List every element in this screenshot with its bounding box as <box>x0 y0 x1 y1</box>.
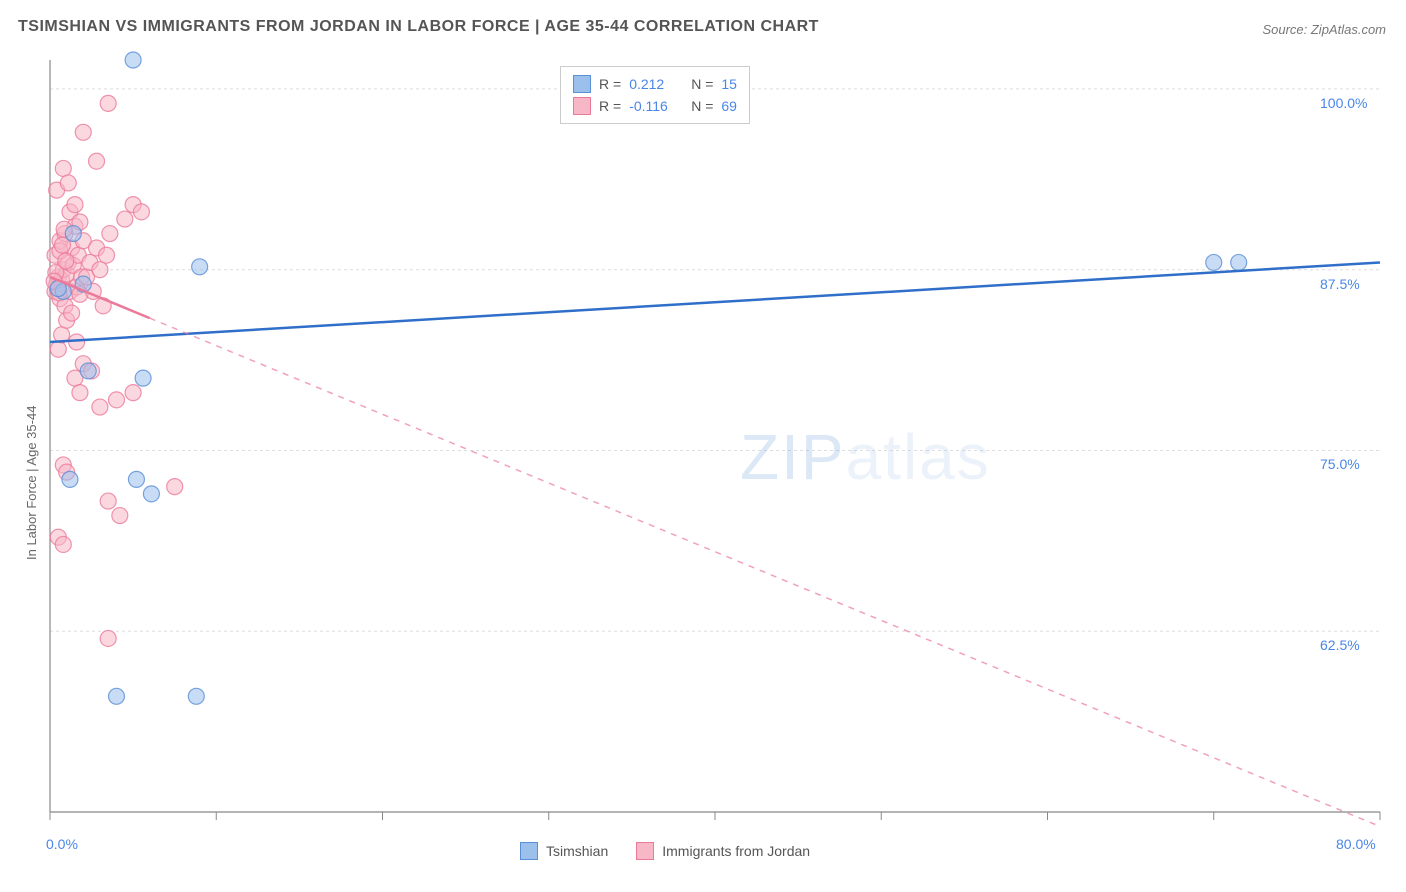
n-value: 15 <box>721 76 737 92</box>
y-tick-label: 100.0% <box>1320 95 1367 111</box>
legend-stat-row: R = -0.116 N = 69 <box>573 95 737 117</box>
r-label: R = <box>599 76 621 92</box>
n-label: N = <box>691 98 713 114</box>
legend-series-item: Tsimshian <box>520 842 608 860</box>
legend-stat-row: R = 0.212 N = 15 <box>573 73 737 95</box>
legend-series-item: Immigrants from Jordan <box>636 842 810 860</box>
r-label: R = <box>599 98 621 114</box>
legend-swatch <box>520 842 538 860</box>
r-value: -0.116 <box>629 98 683 114</box>
n-label: N = <box>691 76 713 92</box>
x-axis-end-label: 80.0% <box>1336 836 1376 852</box>
x-axis-start-label: 0.0% <box>46 836 78 852</box>
legend-swatch <box>573 97 591 115</box>
y-tick-label: 87.5% <box>1320 276 1360 292</box>
series-legend: Tsimshian Immigrants from Jordan <box>520 842 810 860</box>
legend-series-label: Immigrants from Jordan <box>662 843 810 859</box>
r-value: 0.212 <box>629 76 683 92</box>
legend-series-label: Tsimshian <box>546 843 608 859</box>
y-tick-label: 62.5% <box>1320 637 1360 653</box>
y-tick-label: 75.0% <box>1320 456 1360 472</box>
n-value: 69 <box>721 98 737 114</box>
correlation-stats-legend: R = 0.212 N = 15 R = -0.116 N = 69 <box>560 66 750 124</box>
correlation-scatter-chart <box>0 0 1406 892</box>
legend-swatch <box>636 842 654 860</box>
legend-swatch <box>573 75 591 93</box>
